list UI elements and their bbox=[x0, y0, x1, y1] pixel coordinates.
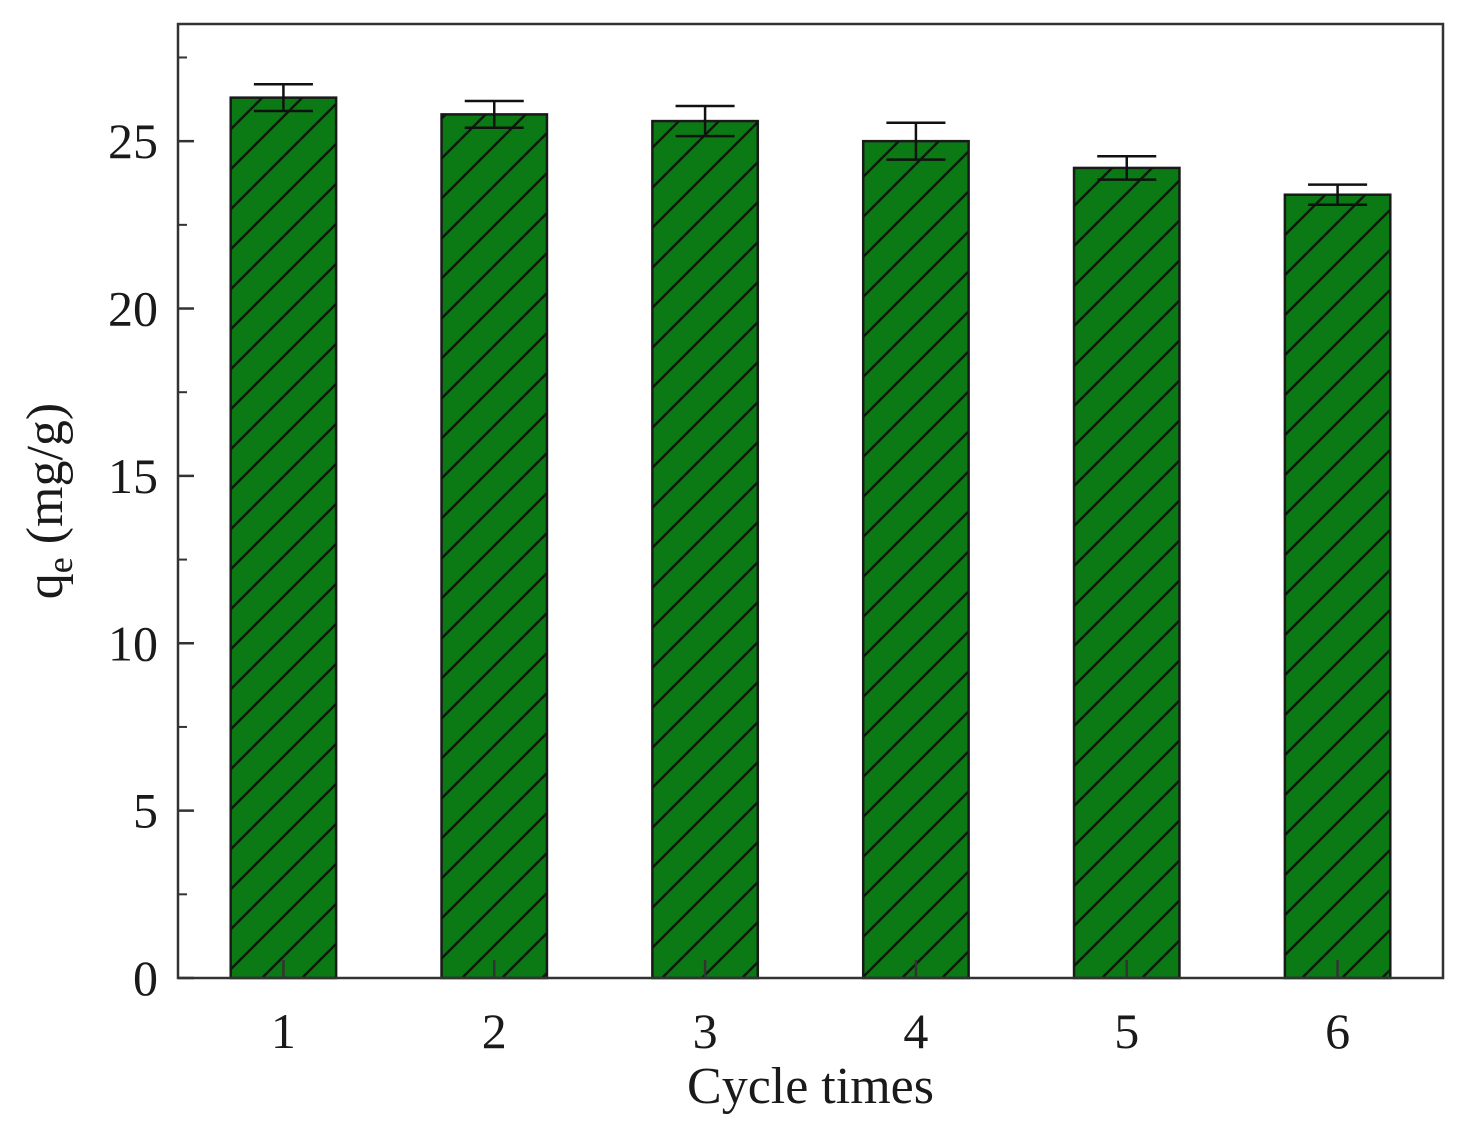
x-axis-label: Cycle times bbox=[687, 1058, 934, 1115]
y-tick-label-25: 25 bbox=[108, 113, 158, 169]
bar-group-1 bbox=[229, 96, 338, 980]
bar-hatch-6 bbox=[1284, 194, 1391, 978]
bar-group-4 bbox=[861, 139, 970, 980]
y-axis-label-unit: (mg/g) bbox=[17, 403, 74, 558]
bar-hatch-3 bbox=[652, 121, 758, 979]
bar-group-6 bbox=[1283, 193, 1392, 980]
plot-frame bbox=[176, 22, 1445, 980]
y-tick-label-10: 10 bbox=[108, 615, 158, 671]
y-tick-label-20: 20 bbox=[108, 281, 158, 337]
x-tick-label-6: 6 bbox=[1325, 1003, 1350, 1059]
bar-group-2 bbox=[440, 113, 549, 980]
error-bars-layer bbox=[253, 83, 1368, 207]
y-tick-label-0: 0 bbox=[133, 950, 158, 1006]
ticks-layer: 1 2 3 4 5 6 0 5 10 15 20 25 bbox=[108, 56, 1350, 1059]
bar-hatch-2 bbox=[441, 114, 547, 978]
y-axis-label: qe (mg/g) bbox=[17, 403, 80, 600]
x-tick-label-5: 5 bbox=[1114, 1003, 1139, 1059]
bars-layer bbox=[229, 96, 1392, 980]
y-axis-label-main: q bbox=[17, 573, 74, 599]
y-tick-label-5: 5 bbox=[133, 783, 158, 839]
x-tick-label-3: 3 bbox=[693, 1003, 718, 1059]
bar-hatch-4 bbox=[863, 141, 969, 978]
x-tick-label-4: 4 bbox=[903, 1003, 928, 1059]
error-bar-5 bbox=[1097, 154, 1157, 181]
y-tick-label-15: 15 bbox=[108, 448, 158, 504]
bar-group-5 bbox=[1072, 166, 1181, 980]
error-bar-3 bbox=[675, 104, 735, 138]
bar-group-3 bbox=[651, 119, 760, 980]
x-tick-label-1: 1 bbox=[271, 1003, 296, 1059]
x-tick-label-2: 2 bbox=[482, 1003, 507, 1059]
y-axis-label-sub: e bbox=[40, 557, 80, 573]
error-bar-2 bbox=[464, 99, 524, 130]
error-bar-4 bbox=[886, 121, 946, 161]
bar-hatch-1 bbox=[230, 97, 337, 979]
error-bar-1 bbox=[253, 83, 313, 113]
error-bar-6 bbox=[1308, 183, 1368, 207]
bar-hatch-5 bbox=[1074, 167, 1180, 979]
